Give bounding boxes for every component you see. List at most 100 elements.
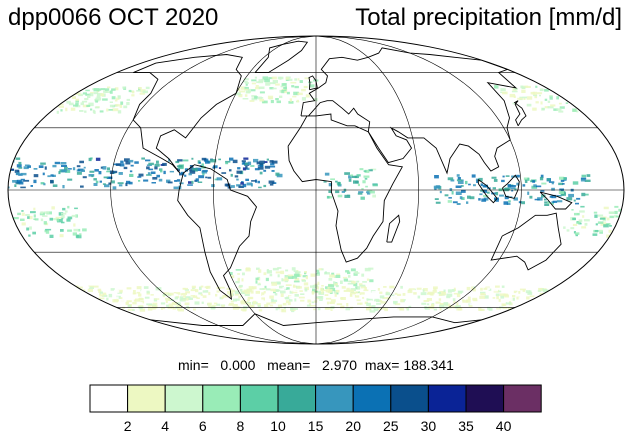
precip-cell [282,279,289,282]
precip-cell [480,287,483,291]
precip-cell [450,179,455,182]
precip-cell [256,81,259,83]
precip-cell [276,281,281,285]
precip-cell [258,79,264,82]
precip-cell [194,301,200,305]
precip-cell [38,165,44,168]
precip-cell [254,96,258,99]
precip-cell [255,280,258,284]
precip-cell [452,298,456,301]
precip-cell [105,91,111,93]
colorbar-box [465,384,505,413]
precip-cell [361,273,365,277]
precip-cell [247,296,254,300]
precip-cell [544,106,549,109]
precip-cell [132,309,135,311]
precip-cell [250,290,254,294]
precip-cell [227,291,233,295]
precip-cell [56,110,59,114]
precip-cell [266,158,269,161]
precip-cell [579,210,585,213]
precip-cell [324,172,330,176]
precip-cell [288,101,294,104]
colorbar-tick-label: 2 [124,418,132,434]
precip-cell [119,163,125,167]
precip-cell [291,275,298,279]
precip-cell [23,179,30,182]
precip-cell [451,289,455,292]
precip-cell [59,234,64,238]
precip-cell [575,233,578,237]
precip-cell [139,304,143,307]
precip-cell [505,302,512,305]
precip-cell [131,90,135,94]
precip-cell [258,81,264,84]
precip-cell [459,196,463,200]
precip-cell [138,298,144,301]
precip-cell [556,195,562,197]
precip-cell [293,270,298,273]
precip-cell [321,285,324,287]
precip-cell [530,91,536,95]
precip-cell [468,183,471,186]
colorbar-tick-label: 20 [345,418,361,434]
precip-cell [177,159,183,162]
precip-cell [304,77,310,80]
precip-cell [49,234,54,238]
precipitation-map [7,35,625,345]
precip-cell [156,174,160,178]
precip-cell [284,280,288,283]
precip-cell [430,292,434,296]
precip-cell [536,185,542,188]
precip-cell [109,104,115,108]
colorbar-box [127,384,166,413]
precip-cell [336,273,341,276]
precip-cell [397,293,402,296]
precip-cell [191,157,194,160]
precip-cell [216,177,223,181]
precip-cell [456,302,459,306]
precip-cell [64,210,68,213]
precip-cell [97,93,103,96]
precip-cell [12,217,19,220]
precip-cell [272,80,278,84]
precip-cell [433,286,438,290]
precip-cell [197,181,203,183]
precip-cell [270,163,275,166]
precip-cell [257,180,260,184]
coastline-borneo [502,174,520,199]
precip-cell [187,297,193,300]
precip-cell [551,187,555,191]
precip-cell [11,168,14,171]
precip-cell [33,179,37,184]
precip-cell [329,274,335,278]
precip-cell [389,285,395,289]
precip-cell [266,270,272,274]
precip-cell [145,86,150,90]
precip-cell [257,165,264,167]
precip-cell [202,169,208,172]
precip-cell [269,274,273,277]
precip-cell [312,284,318,288]
precip-cell [33,214,36,218]
precip-cell [259,98,265,102]
precip-cell [225,298,230,301]
precip-cell [373,307,379,312]
precip-cell [267,95,274,100]
precip-cell [366,191,371,194]
precip-cell [342,276,348,279]
precip-cell [354,295,360,298]
precip-cell [315,274,320,276]
precip-cell [614,210,618,215]
precip-cell [599,229,603,232]
precip-cell [184,168,189,172]
precip-cell [317,272,320,276]
precip-cell [516,182,520,186]
precip-cell [165,297,171,301]
precip-cell [221,172,227,174]
precip-cell [325,289,330,293]
precip-cell [24,164,30,167]
colorbar-box [202,384,241,413]
precip-cell [262,100,268,104]
precip-cell [32,231,36,235]
